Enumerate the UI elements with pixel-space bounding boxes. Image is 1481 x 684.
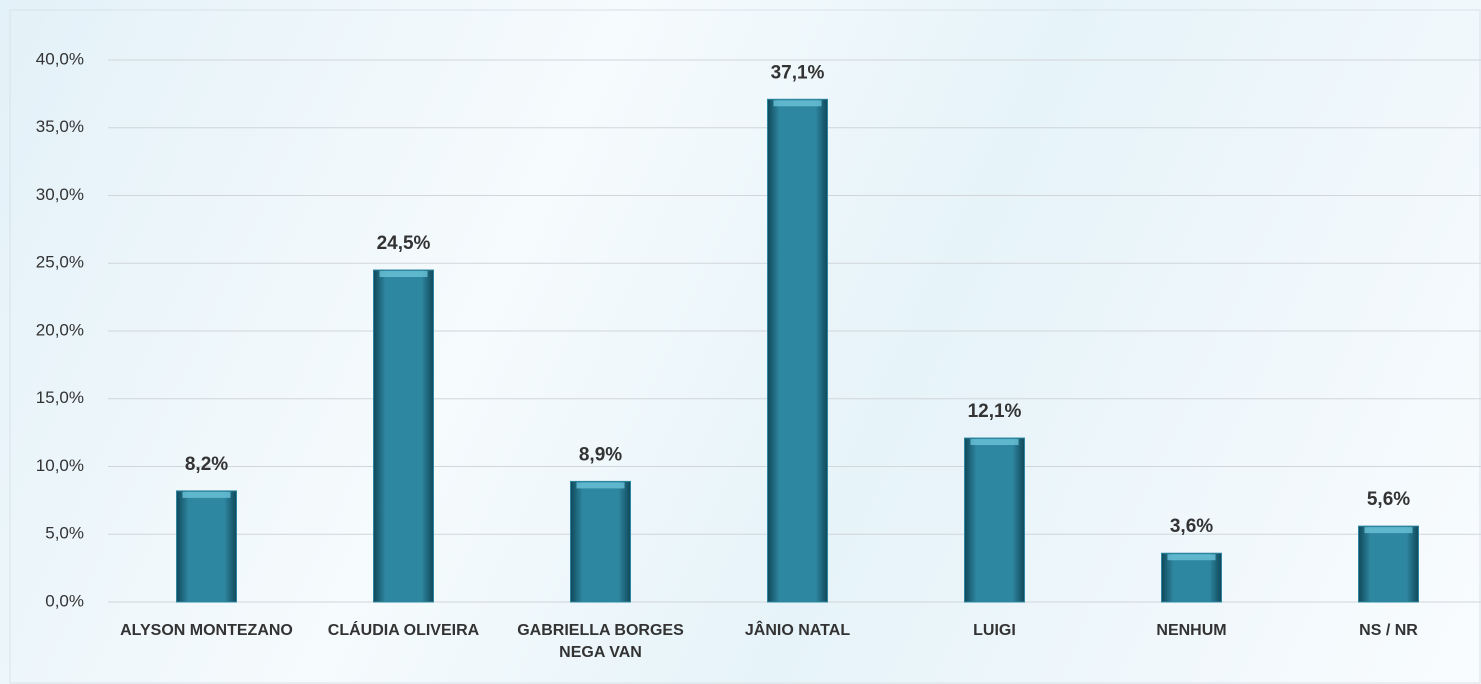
value-label: 8,2% (185, 454, 228, 475)
bar-bevel (970, 439, 1019, 446)
bar-bevel (576, 482, 625, 489)
x-tick-label: JÂNIO NATAL (744, 622, 851, 639)
bar (176, 490, 237, 603)
plot-frame (9, 9, 1481, 684)
value-label: 24,5% (377, 233, 431, 254)
bar (373, 269, 434, 603)
y-tick-label: 15,0% (36, 388, 84, 407)
y-tick-label: 20,0% (36, 320, 84, 339)
y-tick-label: 40,0% (36, 49, 84, 68)
value-label: 12,1% (968, 401, 1022, 422)
bar-bevel (1167, 554, 1216, 561)
bar-bevel (379, 271, 428, 278)
bar (767, 98, 828, 603)
value-label: 3,6% (1170, 516, 1213, 537)
y-tick-label: 25,0% (36, 253, 84, 272)
y-tick-label: 35,0% (36, 117, 84, 136)
x-tick-label: CLÁUDIA OLIVEIRA (327, 622, 480, 639)
value-label: 37,1% (771, 62, 825, 83)
value-label: 8,9% (579, 444, 622, 465)
bar-bevel (1364, 527, 1413, 534)
y-tick-label: 5,0% (45, 524, 84, 543)
bar (964, 437, 1025, 603)
y-tick-label: 0,0% (45, 591, 84, 610)
x-tick-label: NS / NR (1359, 622, 1418, 639)
bar-bevel (773, 100, 822, 107)
bar (1161, 552, 1222, 603)
bar-bevel (182, 491, 231, 498)
x-tick-label: LUIGI (973, 622, 1016, 639)
bar (1358, 525, 1419, 603)
y-tick-label: 30,0% (36, 185, 84, 204)
y-tick-label: 10,0% (36, 456, 84, 475)
bar (570, 480, 631, 603)
x-tick-label: ALYSON MONTEZANO (120, 622, 293, 639)
value-label: 5,6% (1367, 489, 1410, 510)
x-tick-label: GABRIELLA BORGES NEGA VAN (517, 622, 684, 661)
x-tick-label: NENHUM (1156, 622, 1227, 639)
